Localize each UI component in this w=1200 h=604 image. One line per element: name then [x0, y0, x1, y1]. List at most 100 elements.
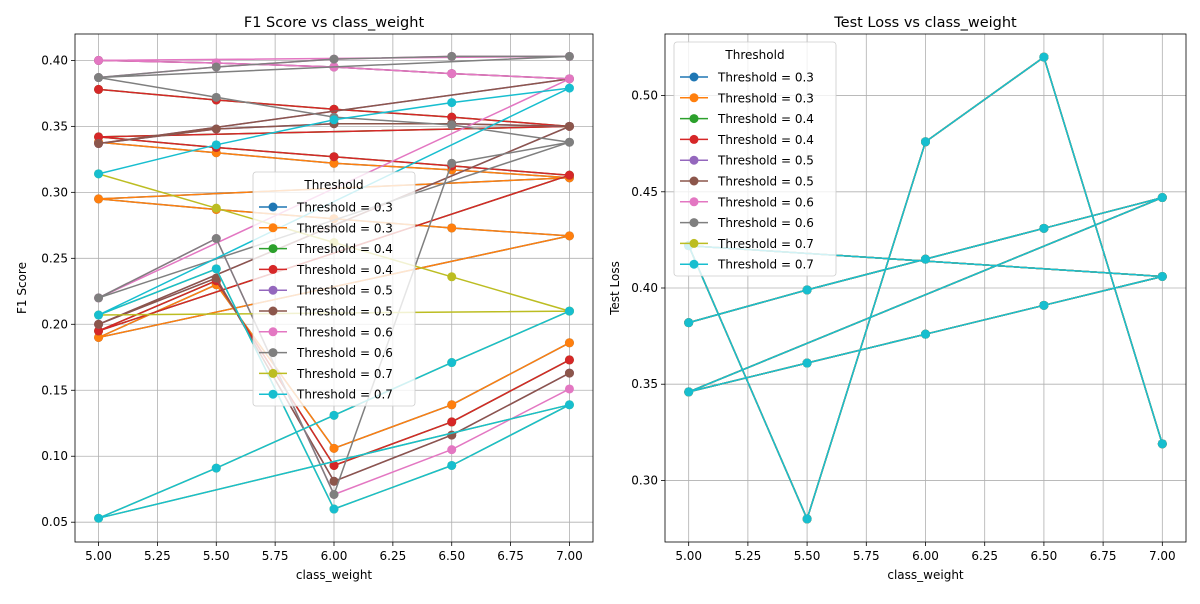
x-tick-label: 5.25	[735, 549, 762, 563]
legend-box	[673, 41, 837, 277]
legend-marker	[268, 368, 278, 378]
legend-entry: Threshold = 0.7	[680, 237, 814, 251]
legend-entry: Threshold = 0.4	[680, 133, 814, 147]
legend-label: Threshold = 0.7	[296, 367, 393, 381]
legend-entry: Threshold = 0.5	[259, 305, 393, 319]
x-axis-label: class_weight	[887, 568, 964, 582]
legend-label: Threshold = 0.6	[717, 195, 814, 209]
x-tick-label: 6.25	[380, 549, 407, 563]
data-point	[94, 139, 104, 149]
data-point	[211, 203, 221, 213]
legend-marker	[689, 259, 699, 269]
data-point	[211, 92, 221, 102]
axes-frame	[74, 33, 594, 543]
legend-label: Threshold = 0.5	[717, 154, 814, 168]
data-point	[564, 74, 574, 84]
series-group	[94, 51, 574, 523]
legend-marker	[689, 72, 699, 82]
y-tick-label: 0.15	[41, 383, 68, 397]
y-tick-label: 0.05	[41, 515, 68, 529]
x-tick-label: 7.00	[1149, 549, 1176, 563]
data-point	[447, 445, 457, 455]
data-point	[94, 169, 104, 179]
data-point	[447, 120, 457, 130]
axes-frame	[664, 33, 1187, 543]
data-point	[211, 264, 221, 274]
legend-marker	[689, 197, 699, 207]
x-tick-label: 7.00	[556, 549, 583, 563]
data-point	[329, 476, 339, 486]
legend-entry: Threshold = 0.3	[680, 91, 814, 105]
data-point	[802, 514, 812, 524]
legend-label: Threshold = 0.4	[296, 263, 393, 277]
data-point	[211, 463, 221, 473]
data-point	[447, 272, 457, 282]
x-tick-label: 6.75	[497, 549, 524, 563]
data-point	[684, 318, 694, 328]
legend-marker	[689, 114, 699, 124]
legend-marker	[268, 285, 278, 295]
legend-label: Threshold = 0.7	[717, 237, 814, 251]
x-tick-label: 5.50	[203, 549, 230, 563]
data-point	[94, 132, 104, 142]
data-point	[211, 273, 221, 283]
data-point	[94, 84, 104, 94]
data-point	[329, 460, 339, 470]
data-point	[684, 387, 694, 397]
legend-label: Threshold = 0.4	[296, 242, 393, 256]
legend-marker	[689, 176, 699, 186]
data-point	[211, 62, 221, 72]
legend-label: Threshold = 0.7	[717, 258, 814, 272]
legend-marker	[268, 244, 278, 254]
y-tick-label: 0.35	[631, 377, 658, 391]
chart-title: F1 Score vs class_weight	[244, 15, 425, 31]
legend-entry: Threshold = 0.6	[680, 216, 814, 230]
legend-marker	[689, 238, 699, 248]
data-point	[94, 194, 104, 204]
data-point	[329, 410, 339, 420]
y-tick-label: 0.20	[41, 317, 68, 331]
data-point	[1039, 223, 1049, 233]
legend-marker	[268, 264, 278, 274]
data-point	[564, 400, 574, 410]
data-point	[921, 137, 930, 147]
legend-marker	[268, 223, 278, 233]
legend-marker	[268, 327, 278, 337]
legend-label: Threshold = 0.3	[717, 91, 814, 105]
data-point	[329, 158, 339, 168]
data-point	[564, 231, 574, 241]
data-point	[329, 489, 339, 499]
data-point	[564, 355, 574, 365]
x-tick-label: 6.50	[1031, 549, 1058, 563]
data-point	[447, 158, 457, 168]
x-tick-label: 6.00	[912, 549, 939, 563]
data-point	[447, 417, 457, 427]
series-10	[94, 83, 574, 523]
data-point	[94, 310, 104, 320]
legend-label: Threshold = 0.6	[717, 216, 814, 230]
legend-entry: Threshold = 0.7	[259, 367, 393, 381]
x-axis-label: class_weight	[296, 568, 373, 582]
data-point	[447, 69, 457, 79]
x-tick-label: 5.75	[262, 549, 289, 563]
legend-label: Threshold = 0.3	[296, 221, 393, 235]
data-point	[564, 137, 574, 147]
legend-entry: Threshold = 0.5	[680, 175, 814, 189]
y-tick-label: 0.40	[41, 53, 68, 67]
legend-marker	[268, 389, 278, 399]
data-point	[564, 384, 574, 394]
y-tick-label: 0.45	[631, 185, 658, 199]
data-point	[564, 306, 574, 316]
data-point	[211, 234, 221, 244]
data-point	[564, 83, 574, 93]
legend-entry: Threshold = 0.5	[259, 284, 393, 298]
y-tick-label: 0.50	[631, 89, 658, 103]
y-axis-label: Test Loss	[608, 261, 622, 316]
data-point	[211, 124, 221, 134]
x-tick-label: 5.25	[144, 549, 171, 563]
legend-label: Threshold = 0.6	[296, 346, 393, 360]
legend-entry: Threshold = 0.4	[680, 112, 814, 126]
data-point	[94, 513, 104, 523]
x-tick-label: 6.50	[438, 549, 465, 563]
legend-label: Threshold = 0.4	[717, 133, 814, 147]
